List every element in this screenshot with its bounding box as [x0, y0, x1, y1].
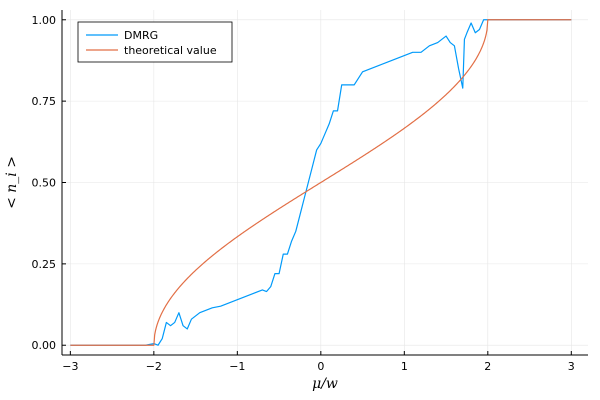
- x-tick-label: −2: [146, 360, 162, 373]
- legend-box: [77, 21, 233, 63]
- legend-label-theoretical: theoretical value: [124, 44, 217, 57]
- ticks: −3 −2 −1 0 1 2 3 0.00 0.25 0.50 0.75 1.00: [32, 14, 575, 373]
- x-tick-label: −1: [229, 360, 245, 373]
- x-tick-label: −3: [62, 360, 78, 373]
- series-layer: [70, 19, 572, 346]
- x-tick-label: 1: [401, 360, 408, 373]
- y-tick-label: 0.50: [32, 177, 57, 190]
- y-tick-label: 1.00: [32, 14, 57, 27]
- series-theoretical: [70, 19, 572, 346]
- x-tick-label: 0: [317, 360, 324, 373]
- y-tick-label: 0.25: [32, 258, 57, 271]
- x-tick-label: 3: [568, 360, 575, 373]
- series-dmrg: [70, 19, 572, 346]
- legend: DMRG theoretical value: [77, 21, 233, 63]
- x-axis-label: μ/w: [312, 376, 338, 392]
- x-tick-label: 2: [484, 360, 491, 373]
- y-tick-label: 0.75: [32, 95, 57, 108]
- legend-label-dmrg: DMRG: [124, 29, 158, 42]
- y-axis-label: < n_i >: [4, 156, 20, 209]
- y-tick-label: 0.00: [32, 339, 57, 352]
